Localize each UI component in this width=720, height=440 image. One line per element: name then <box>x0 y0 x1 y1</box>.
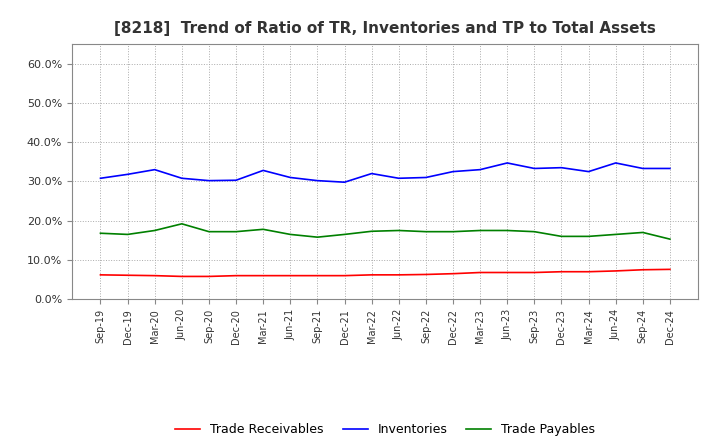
Inventories <box>367 171 376 176</box>
Trade Receivables <box>530 270 539 275</box>
Trade Receivables <box>421 272 430 277</box>
Line: Trade Payables: Trade Payables <box>101 224 670 239</box>
Trade Payables <box>665 236 674 242</box>
Trade Payables <box>476 228 485 233</box>
Trade Receivables <box>232 273 240 278</box>
Inventories <box>421 175 430 180</box>
Inventories <box>96 176 105 181</box>
Inventories <box>286 175 294 180</box>
Line: Trade Receivables: Trade Receivables <box>101 269 670 276</box>
Trade Receivables <box>557 269 566 275</box>
Inventories <box>178 176 186 181</box>
Trade Receivables <box>150 273 159 278</box>
Inventories <box>313 178 322 183</box>
Trade Receivables <box>639 267 647 272</box>
Trade Receivables <box>503 270 511 275</box>
Inventories <box>204 178 213 183</box>
Trade Receivables <box>96 272 105 278</box>
Trade Receivables <box>611 268 620 274</box>
Trade Receivables <box>341 273 349 278</box>
Trade Payables <box>530 229 539 235</box>
Trade Receivables <box>313 273 322 278</box>
Trade Receivables <box>259 273 268 278</box>
Trade Payables <box>178 221 186 227</box>
Inventories <box>611 160 620 165</box>
Trade Receivables <box>665 267 674 272</box>
Trade Payables <box>259 227 268 232</box>
Trade Payables <box>96 231 105 236</box>
Inventories <box>449 169 457 174</box>
Inventories <box>150 167 159 172</box>
Trade Receivables <box>204 274 213 279</box>
Inventories <box>665 166 674 171</box>
Inventories <box>395 176 403 181</box>
Legend: Trade Receivables, Inventories, Trade Payables: Trade Receivables, Inventories, Trade Pa… <box>170 418 600 440</box>
Inventories <box>123 172 132 177</box>
Inventories <box>259 168 268 173</box>
Trade Receivables <box>286 273 294 278</box>
Inventories <box>639 166 647 171</box>
Inventories <box>476 167 485 172</box>
Inventories <box>341 180 349 185</box>
Trade Payables <box>341 232 349 237</box>
Trade Payables <box>150 228 159 233</box>
Trade Payables <box>232 229 240 235</box>
Title: [8218]  Trend of Ratio of TR, Inventories and TP to Total Assets: [8218] Trend of Ratio of TR, Inventories… <box>114 21 656 36</box>
Inventories <box>584 169 593 174</box>
Trade Receivables <box>395 272 403 278</box>
Inventories <box>503 160 511 165</box>
Trade Payables <box>286 232 294 237</box>
Inventories <box>530 166 539 171</box>
Trade Payables <box>204 229 213 235</box>
Trade Payables <box>503 228 511 233</box>
Trade Payables <box>449 229 457 235</box>
Inventories <box>232 178 240 183</box>
Trade Payables <box>123 232 132 237</box>
Line: Inventories: Inventories <box>101 163 670 182</box>
Trade Payables <box>557 234 566 239</box>
Trade Payables <box>611 232 620 237</box>
Trade Receivables <box>123 273 132 278</box>
Trade Payables <box>367 229 376 234</box>
Trade Receivables <box>367 272 376 278</box>
Trade Payables <box>639 230 647 235</box>
Trade Payables <box>395 228 403 233</box>
Trade Receivables <box>476 270 485 275</box>
Trade Receivables <box>449 271 457 276</box>
Trade Receivables <box>178 274 186 279</box>
Inventories <box>557 165 566 170</box>
Trade Payables <box>421 229 430 235</box>
Trade Receivables <box>584 269 593 275</box>
Trade Payables <box>313 235 322 240</box>
Trade Payables <box>584 234 593 239</box>
